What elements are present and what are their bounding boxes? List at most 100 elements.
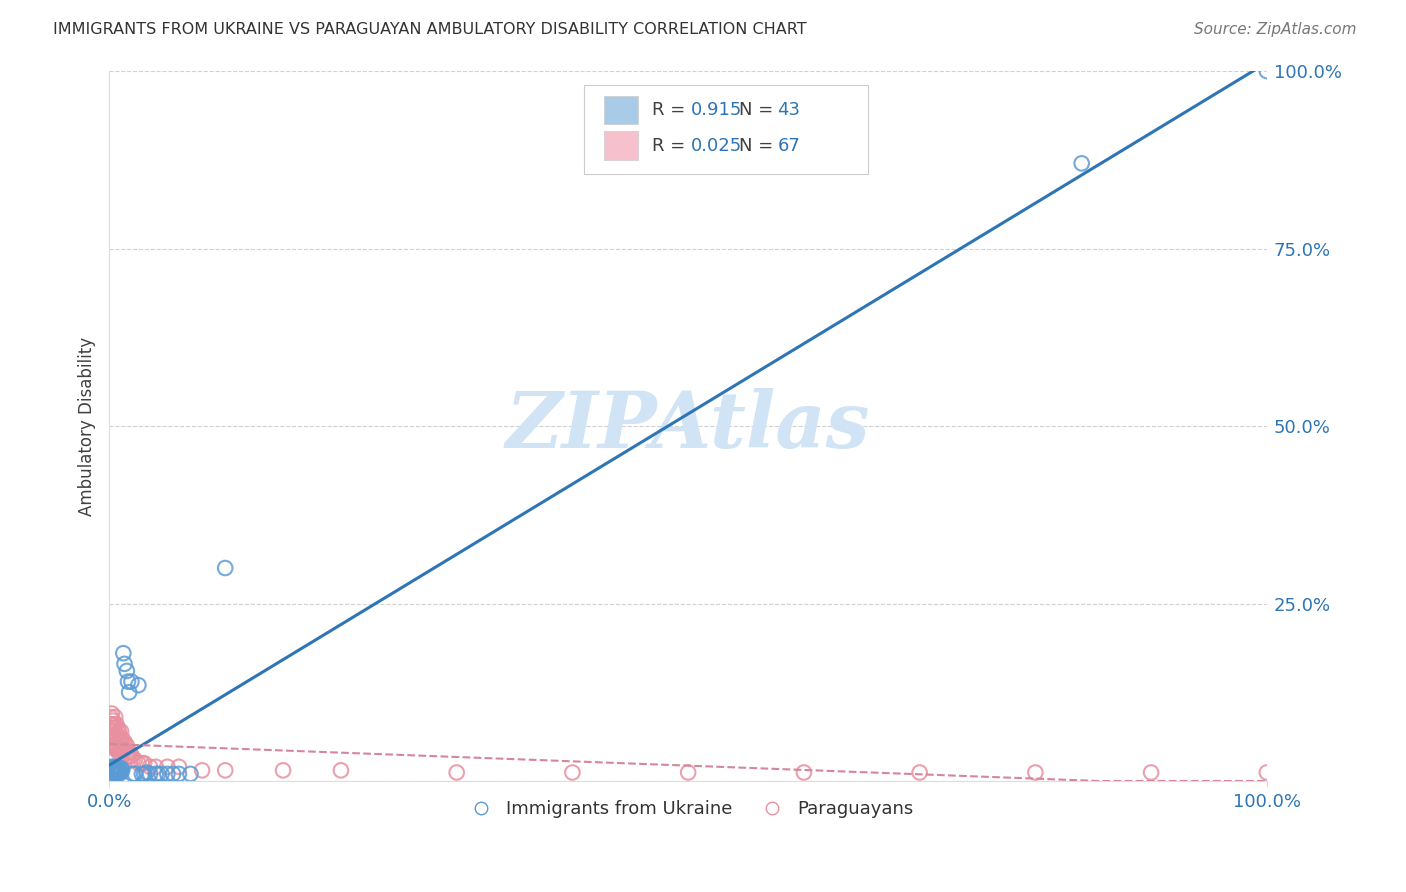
Point bbox=[107, 724, 129, 739]
Point bbox=[117, 674, 139, 689]
Point bbox=[103, 764, 125, 778]
Point bbox=[112, 746, 135, 760]
Point bbox=[1070, 156, 1092, 170]
Point bbox=[114, 735, 136, 749]
FancyBboxPatch shape bbox=[583, 86, 868, 174]
Point bbox=[103, 735, 125, 749]
Point bbox=[108, 742, 131, 756]
Point bbox=[131, 756, 153, 771]
Point bbox=[118, 749, 141, 764]
Point bbox=[127, 678, 149, 692]
Point bbox=[100, 717, 122, 731]
Point bbox=[114, 742, 136, 756]
Point bbox=[104, 721, 127, 735]
Text: R =: R = bbox=[652, 101, 692, 120]
Text: 0.915: 0.915 bbox=[690, 101, 742, 120]
Point bbox=[561, 765, 583, 780]
Point bbox=[117, 746, 139, 760]
Point bbox=[214, 764, 236, 778]
Point bbox=[110, 761, 132, 775]
Y-axis label: Ambulatory Disability: Ambulatory Disability bbox=[79, 336, 96, 516]
Text: ZIPAtlas: ZIPAtlas bbox=[506, 388, 870, 464]
Point bbox=[908, 765, 931, 780]
Point bbox=[101, 717, 124, 731]
Point bbox=[179, 767, 201, 781]
Point bbox=[104, 761, 127, 775]
Point bbox=[107, 765, 129, 780]
Point bbox=[107, 761, 129, 775]
Point bbox=[124, 753, 146, 767]
Point bbox=[134, 756, 156, 771]
Text: 67: 67 bbox=[778, 136, 800, 154]
Text: N =: N = bbox=[740, 101, 779, 120]
Point bbox=[101, 739, 124, 753]
Point bbox=[108, 764, 131, 778]
Point bbox=[124, 767, 146, 781]
Point bbox=[103, 724, 125, 739]
Text: R =: R = bbox=[652, 136, 692, 154]
Text: 0.025: 0.025 bbox=[690, 136, 742, 154]
Text: Source: ZipAtlas.com: Source: ZipAtlas.com bbox=[1194, 22, 1357, 37]
Point bbox=[105, 765, 128, 780]
Bar bbox=[603, 131, 638, 160]
Point bbox=[103, 717, 125, 731]
Point bbox=[120, 749, 142, 764]
Point bbox=[271, 764, 294, 778]
Point bbox=[101, 731, 124, 746]
Point bbox=[214, 561, 236, 575]
Point bbox=[103, 760, 125, 774]
Point bbox=[105, 728, 128, 742]
Point bbox=[112, 735, 135, 749]
Point bbox=[110, 724, 132, 739]
Point bbox=[107, 721, 129, 735]
Point bbox=[156, 767, 179, 781]
Point bbox=[145, 767, 167, 781]
Point bbox=[107, 735, 129, 749]
Point bbox=[110, 746, 132, 760]
Point bbox=[145, 760, 167, 774]
Point bbox=[111, 731, 134, 746]
Point bbox=[1256, 64, 1278, 78]
Point bbox=[114, 657, 136, 671]
Point bbox=[100, 767, 122, 781]
Point bbox=[105, 717, 128, 731]
Point bbox=[114, 746, 136, 760]
Point bbox=[111, 742, 134, 756]
Point bbox=[105, 764, 128, 778]
Text: N =: N = bbox=[740, 136, 779, 154]
Point bbox=[107, 767, 129, 781]
Point bbox=[110, 735, 132, 749]
Point bbox=[131, 767, 153, 781]
Point bbox=[446, 765, 468, 780]
Point bbox=[121, 753, 143, 767]
Text: 43: 43 bbox=[778, 101, 800, 120]
Point bbox=[101, 728, 124, 742]
Bar bbox=[603, 96, 638, 124]
Point bbox=[101, 721, 124, 735]
Point bbox=[139, 767, 162, 781]
Point bbox=[1140, 765, 1163, 780]
Point bbox=[105, 739, 128, 753]
Point bbox=[98, 739, 121, 753]
Point bbox=[101, 724, 124, 739]
Point bbox=[104, 710, 127, 724]
Point bbox=[134, 767, 156, 781]
Point bbox=[100, 724, 122, 739]
Point bbox=[100, 764, 122, 778]
Point bbox=[101, 761, 124, 775]
Point bbox=[150, 767, 173, 781]
Point bbox=[167, 767, 190, 781]
Point bbox=[104, 731, 127, 746]
Point bbox=[118, 685, 141, 699]
Point bbox=[101, 714, 124, 728]
Point bbox=[146, 767, 169, 781]
Point bbox=[107, 731, 129, 746]
Point bbox=[115, 664, 138, 678]
Point bbox=[112, 646, 135, 660]
Point bbox=[108, 731, 131, 746]
Point bbox=[101, 706, 124, 721]
Point bbox=[101, 760, 124, 774]
Point bbox=[167, 760, 190, 774]
Point bbox=[110, 765, 132, 780]
Point bbox=[115, 739, 138, 753]
